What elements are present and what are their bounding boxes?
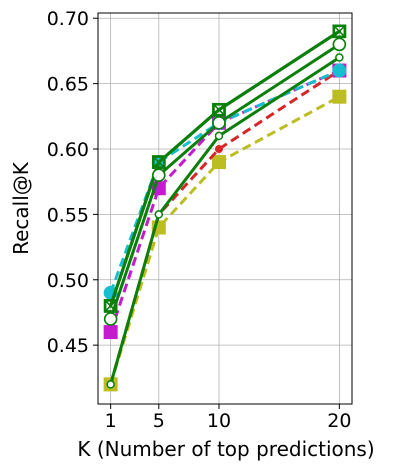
data-point bbox=[103, 299, 118, 313]
y-tick-label: 0.45 bbox=[47, 335, 89, 357]
data-point-dot bbox=[109, 304, 113, 308]
x-axis-label: K (Number of top predictions) bbox=[77, 437, 374, 461]
series-line bbox=[109, 69, 340, 294]
data-point bbox=[333, 25, 346, 38]
data-point bbox=[332, 63, 347, 78]
x-tick-label: 20 bbox=[327, 410, 351, 432]
series-line bbox=[109, 30, 341, 307]
series-4 bbox=[103, 63, 347, 300]
data-point bbox=[335, 53, 344, 62]
y-axis-label: Recall@K bbox=[9, 161, 33, 255]
plot-frame bbox=[97, 12, 353, 405]
data-point bbox=[154, 210, 164, 219]
data-point-dot bbox=[217, 108, 221, 112]
data-point-dot bbox=[157, 160, 161, 164]
y-tick-label: 0.50 bbox=[47, 270, 89, 292]
x-tick-label: 10 bbox=[207, 410, 231, 432]
y-tick-label: 0.65 bbox=[47, 74, 89, 96]
series-line bbox=[109, 56, 341, 385]
data-point bbox=[106, 380, 115, 389]
data-point bbox=[103, 312, 118, 326]
data-point bbox=[151, 155, 166, 169]
data-point bbox=[332, 37, 347, 52]
data-point bbox=[214, 131, 224, 141]
data-point bbox=[332, 24, 347, 39]
x-tick-label: 5 bbox=[153, 410, 165, 432]
data-point bbox=[212, 102, 226, 117]
x-tick-label: 1 bbox=[105, 410, 117, 432]
series-line bbox=[109, 43, 341, 320]
series-line bbox=[109, 69, 340, 333]
data-point bbox=[151, 168, 166, 182]
data-point bbox=[332, 89, 347, 104]
series-line bbox=[109, 95, 341, 385]
series-9 bbox=[106, 53, 344, 389]
data-point bbox=[152, 156, 165, 168]
series-7 bbox=[104, 25, 346, 312]
series-8 bbox=[103, 37, 347, 326]
y-tick-label: 0.70 bbox=[47, 8, 89, 30]
data-point-dot bbox=[337, 29, 341, 33]
data-point bbox=[213, 103, 225, 116]
y-tick-label: 0.55 bbox=[47, 204, 89, 226]
data-point bbox=[103, 325, 118, 340]
grid bbox=[98, 13, 352, 404]
series-layer bbox=[103, 24, 347, 392]
tick-layer: 1 5 10 20 0.45 0.50 0.55 0.60 0.65 0.70 bbox=[47, 8, 352, 432]
y-tick-label: 0.60 bbox=[47, 139, 89, 161]
data-point bbox=[211, 155, 226, 170]
data-point bbox=[214, 145, 223, 153]
series-1 bbox=[103, 89, 347, 392]
data-point bbox=[212, 116, 226, 130]
